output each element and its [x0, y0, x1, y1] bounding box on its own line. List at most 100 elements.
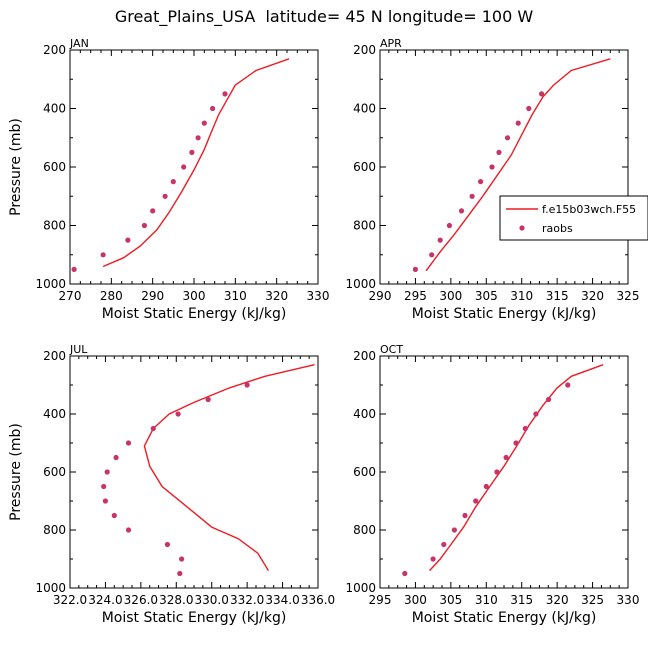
- raobs-point: [504, 135, 511, 141]
- raobs-point: [565, 382, 571, 388]
- legend-label-raobs: raobs: [542, 222, 573, 235]
- raobs-point: [164, 541, 170, 548]
- x-tick-label: 320: [546, 593, 569, 607]
- model-series-line: [143, 364, 315, 571]
- x-tick-label: 300: [439, 289, 462, 303]
- raobs-point: [71, 266, 77, 272]
- raobs-point: [101, 483, 107, 490]
- raobs-point: [201, 120, 207, 126]
- raobs-point: [170, 179, 176, 185]
- x-tick-label: 334.0: [265, 593, 299, 607]
- raobs-point: [458, 208, 465, 214]
- raobs-point: [195, 135, 201, 141]
- x-tick-label: 310: [475, 593, 498, 607]
- model-series-line: [102, 58, 290, 268]
- x-axis-label: Moist Static Energy (kJ/kg): [412, 306, 597, 322]
- raobs-point: [125, 440, 132, 446]
- y-tick-label: 400: [353, 102, 376, 116]
- y-tick-label: 200: [43, 43, 66, 57]
- x-tick-label: 332.0: [230, 593, 264, 607]
- chart-panels: JAN 270 280 290 300 310 320 330 200 400 600 800 1000…: [8, 37, 639, 626]
- x-tick-label: 305: [439, 593, 462, 607]
- plot-frame: [379, 49, 629, 285]
- panel-apr: APR 290 295 300 305 310 315 320 325 200 400 600 800 1…: [345, 37, 639, 322]
- raobs-point: [473, 498, 479, 504]
- raobs-point: [546, 396, 552, 403]
- y-tick-label: 1000: [35, 277, 66, 291]
- raobs-point: [150, 208, 156, 214]
- raobs-point: [111, 512, 117, 519]
- figure-title: Great_Plains_USA latitude= 45 N longitud…: [115, 7, 534, 27]
- x-tick-label: 322.0: [53, 593, 87, 607]
- raobs-point: [175, 411, 181, 417]
- legend-label-model: f.e15b03wch.F55: [542, 203, 636, 216]
- y-tick-label: 400: [353, 407, 376, 421]
- x-axis-label: Moist Static Energy (kJ/kg): [102, 610, 287, 626]
- legend-box: [499, 195, 648, 241]
- y-tick-label: 800: [43, 523, 66, 537]
- raobs-point: [526, 105, 532, 112]
- y-tick-label: 200: [353, 349, 376, 363]
- plot-frame: [379, 355, 629, 589]
- raobs-point: [189, 149, 195, 155]
- panel-label: OCT: [380, 343, 403, 356]
- y-axis-label: Pressure (mb): [8, 423, 24, 521]
- raobs-point: [150, 425, 156, 432]
- x-axis-label: Moist Static Energy (kJ/kg): [102, 306, 287, 322]
- model-series-line: [425, 58, 611, 272]
- raobs-point: [483, 483, 489, 490]
- x-tick-label: 330: [307, 289, 330, 303]
- y-tick-label: 1000: [35, 581, 66, 595]
- panel-oct: OCT 295 300 305 310 315 320 325 330 200 400 600 800 1…: [345, 343, 639, 626]
- y-tick-label: 200: [353, 43, 376, 57]
- x-tick-label: 300: [404, 593, 427, 607]
- raobs-point: [489, 164, 495, 170]
- x-axis-label: Moist Static Energy (kJ/kg): [412, 610, 597, 626]
- y-tick-label: 800: [353, 219, 376, 233]
- y-tick-label: 1000: [345, 277, 376, 291]
- panel-label: JUL: [69, 343, 88, 356]
- raobs-point: [496, 149, 502, 155]
- x-tick-label: 325: [617, 289, 640, 303]
- panel-label: JAN: [69, 37, 89, 50]
- raobs-point: [244, 382, 250, 388]
- legend-dot-swatch: [519, 225, 525, 231]
- raobs-point: [522, 425, 528, 432]
- raobs-point: [141, 222, 147, 229]
- raobs-point: [430, 556, 436, 562]
- raobs-point: [177, 570, 183, 577]
- panel-label: APR: [380, 37, 402, 50]
- y-tick-label: 800: [353, 523, 376, 537]
- raobs-point: [539, 91, 545, 97]
- x-tick-label: 325: [581, 593, 604, 607]
- x-tick-label: 290: [369, 289, 392, 303]
- raobs-point: [429, 252, 435, 258]
- raobs-point: [162, 193, 168, 199]
- x-tick-label: 336.0: [301, 593, 335, 607]
- raobs-point: [205, 396, 211, 403]
- x-tick-label: 280: [100, 289, 123, 303]
- y-tick-label: 600: [353, 160, 376, 174]
- raobs-point: [533, 411, 539, 417]
- y-tick-label: 400: [43, 407, 66, 421]
- raobs-point: [478, 179, 484, 185]
- y-tick-label: 600: [43, 465, 66, 479]
- x-tick-label: 290: [141, 289, 164, 303]
- x-tick-label: 300: [183, 289, 206, 303]
- raobs-point: [437, 237, 443, 243]
- x-tick-label: 305: [475, 289, 498, 303]
- x-tick-label: 310: [510, 289, 533, 303]
- raobs-point: [104, 469, 110, 475]
- raobs-point: [179, 556, 185, 562]
- y-tick-label: 600: [353, 465, 376, 479]
- model-series-line: [429, 364, 604, 572]
- raobs-point: [210, 105, 216, 112]
- raobs-point: [451, 527, 457, 533]
- x-tick-label: 270: [59, 289, 82, 303]
- y-tick-label: 400: [43, 102, 66, 116]
- raobs-point: [462, 512, 468, 519]
- raobs-point: [469, 193, 475, 199]
- raobs-point: [113, 454, 119, 461]
- raobs-point: [402, 570, 408, 577]
